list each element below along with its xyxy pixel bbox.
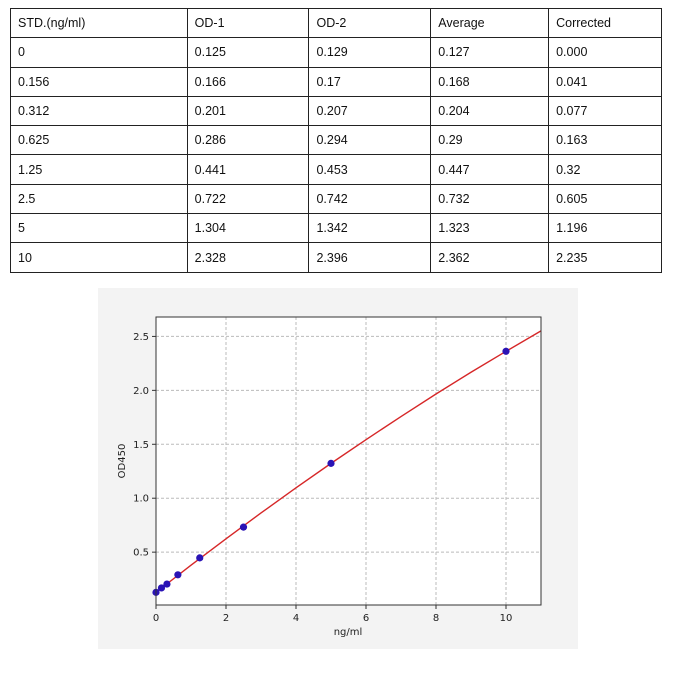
- y-axis-label: OD450: [117, 444, 128, 479]
- table-cell: 1.304: [186, 213, 310, 244]
- table-cell: 0.286: [186, 125, 310, 156]
- column-header: OD-2: [308, 7, 432, 39]
- plot-frame: [155, 316, 542, 606]
- x-tick-label: 0: [153, 613, 159, 624]
- table-row: 0.156 0.166 0.17 0.168 0.041: [10, 66, 662, 97]
- table-cell: 0.441: [186, 154, 310, 185]
- column-header: OD-1: [186, 7, 310, 39]
- table-row: 2.5 0.722 0.742 0.732 0.605: [10, 183, 662, 215]
- table-cell: 0.125: [186, 37, 310, 68]
- table-cell: 1.342: [308, 213, 432, 244]
- table-cell: 0.32: [548, 154, 662, 185]
- y-tick-label: 2.0: [133, 386, 149, 397]
- standards-table: STD.(ng/ml) OD-1 OD-2 Average Corrected 0 0.12…: [10, 7, 662, 273]
- table-cell: 0.722: [186, 183, 310, 215]
- table-cell: 0.605: [548, 183, 662, 215]
- data-point: [239, 523, 248, 531]
- y-tick-label: 0.5: [133, 548, 149, 559]
- table-cell: 0.129: [308, 37, 432, 68]
- table-cell: 0.29: [430, 125, 550, 156]
- x-tick-label: 10: [500, 613, 513, 624]
- table-cell: 5: [10, 213, 188, 244]
- table-cell: 0.000: [548, 37, 662, 68]
- table-cell: 1.25: [10, 154, 188, 185]
- table-cell: 0.127: [430, 37, 550, 68]
- table-row: 10 2.328 2.396 2.362 2.235: [10, 242, 662, 273]
- table-cell: 0.168: [430, 66, 550, 97]
- table-cell: 0.077: [548, 95, 662, 127]
- table-cell: 0.732: [430, 183, 550, 215]
- table-cell: 0.294: [308, 125, 432, 156]
- data-point: [196, 554, 204, 562]
- table-cell: 2.235: [548, 242, 662, 273]
- table-cell: 0.204: [430, 95, 550, 127]
- column-header: Average: [430, 7, 550, 39]
- table-cell: 0.17: [308, 66, 432, 97]
- table-cell: 0.201: [186, 95, 310, 127]
- table-cell: 0.166: [186, 66, 310, 97]
- table-cell: 0.453: [308, 154, 432, 185]
- table-cell: 2.396: [308, 242, 432, 273]
- plot-area: [156, 317, 541, 605]
- y-tick-label: 2.5: [133, 332, 149, 343]
- table-row: 0.625 0.286 0.294 0.29 0.163: [10, 125, 662, 156]
- column-header: Corrected: [548, 7, 662, 39]
- x-tick-label: 4: [293, 613, 299, 624]
- table-row: 0 0.125 0.129 0.127 0.000: [10, 37, 662, 68]
- x-tick-label: 8: [433, 613, 439, 624]
- table-cell: 0.447: [430, 154, 550, 185]
- table-cell: 0.312: [10, 95, 188, 127]
- column-header: STD.(ng/ml): [10, 7, 188, 39]
- fit-curve: [155, 330, 542, 593]
- x-tick-label: 2: [223, 613, 229, 624]
- table-cell: 0.156: [10, 66, 188, 97]
- data-point: [157, 584, 166, 592]
- table-cell: 2.5: [10, 183, 188, 215]
- table-cell: 0.041: [548, 66, 662, 97]
- table-row: 5 1.304 1.342 1.323 1.196: [10, 213, 662, 244]
- x-tick-label: 6: [363, 613, 369, 624]
- table-cell: 0.625: [10, 125, 188, 156]
- table-cell: 0.207: [308, 95, 432, 127]
- data-point: [327, 459, 335, 467]
- table-cell: 2.328: [186, 242, 310, 273]
- standard-curve-chart: 0 2 4 6 8 10 0.5 1.0 1.5 2.0 2.5 ng/ml OD450: [117, 316, 542, 638]
- data-point: [163, 580, 171, 588]
- data-point: [174, 571, 182, 579]
- y-tick-label: 1.0: [133, 494, 149, 505]
- table-cell: 0.163: [548, 125, 662, 156]
- table-cell: 0.742: [308, 183, 432, 215]
- data-point: [502, 347, 510, 355]
- header-row: STD.(ng/ml) OD-1 OD-2 Average Corrected: [10, 7, 662, 39]
- table-cell: 0: [10, 37, 188, 68]
- table-cell: 1.323: [430, 213, 550, 244]
- table-row: 1.25 0.441 0.453 0.447 0.32: [10, 154, 662, 185]
- table-row: 0.312 0.201 0.207 0.204 0.077: [10, 95, 662, 127]
- table-cell: 10: [10, 242, 188, 273]
- x-axis-label: ng/ml: [334, 627, 363, 638]
- table-cell: 1.196: [548, 213, 662, 244]
- y-tick-label: 1.5: [133, 440, 149, 451]
- table-cell: 2.362: [430, 242, 550, 273]
